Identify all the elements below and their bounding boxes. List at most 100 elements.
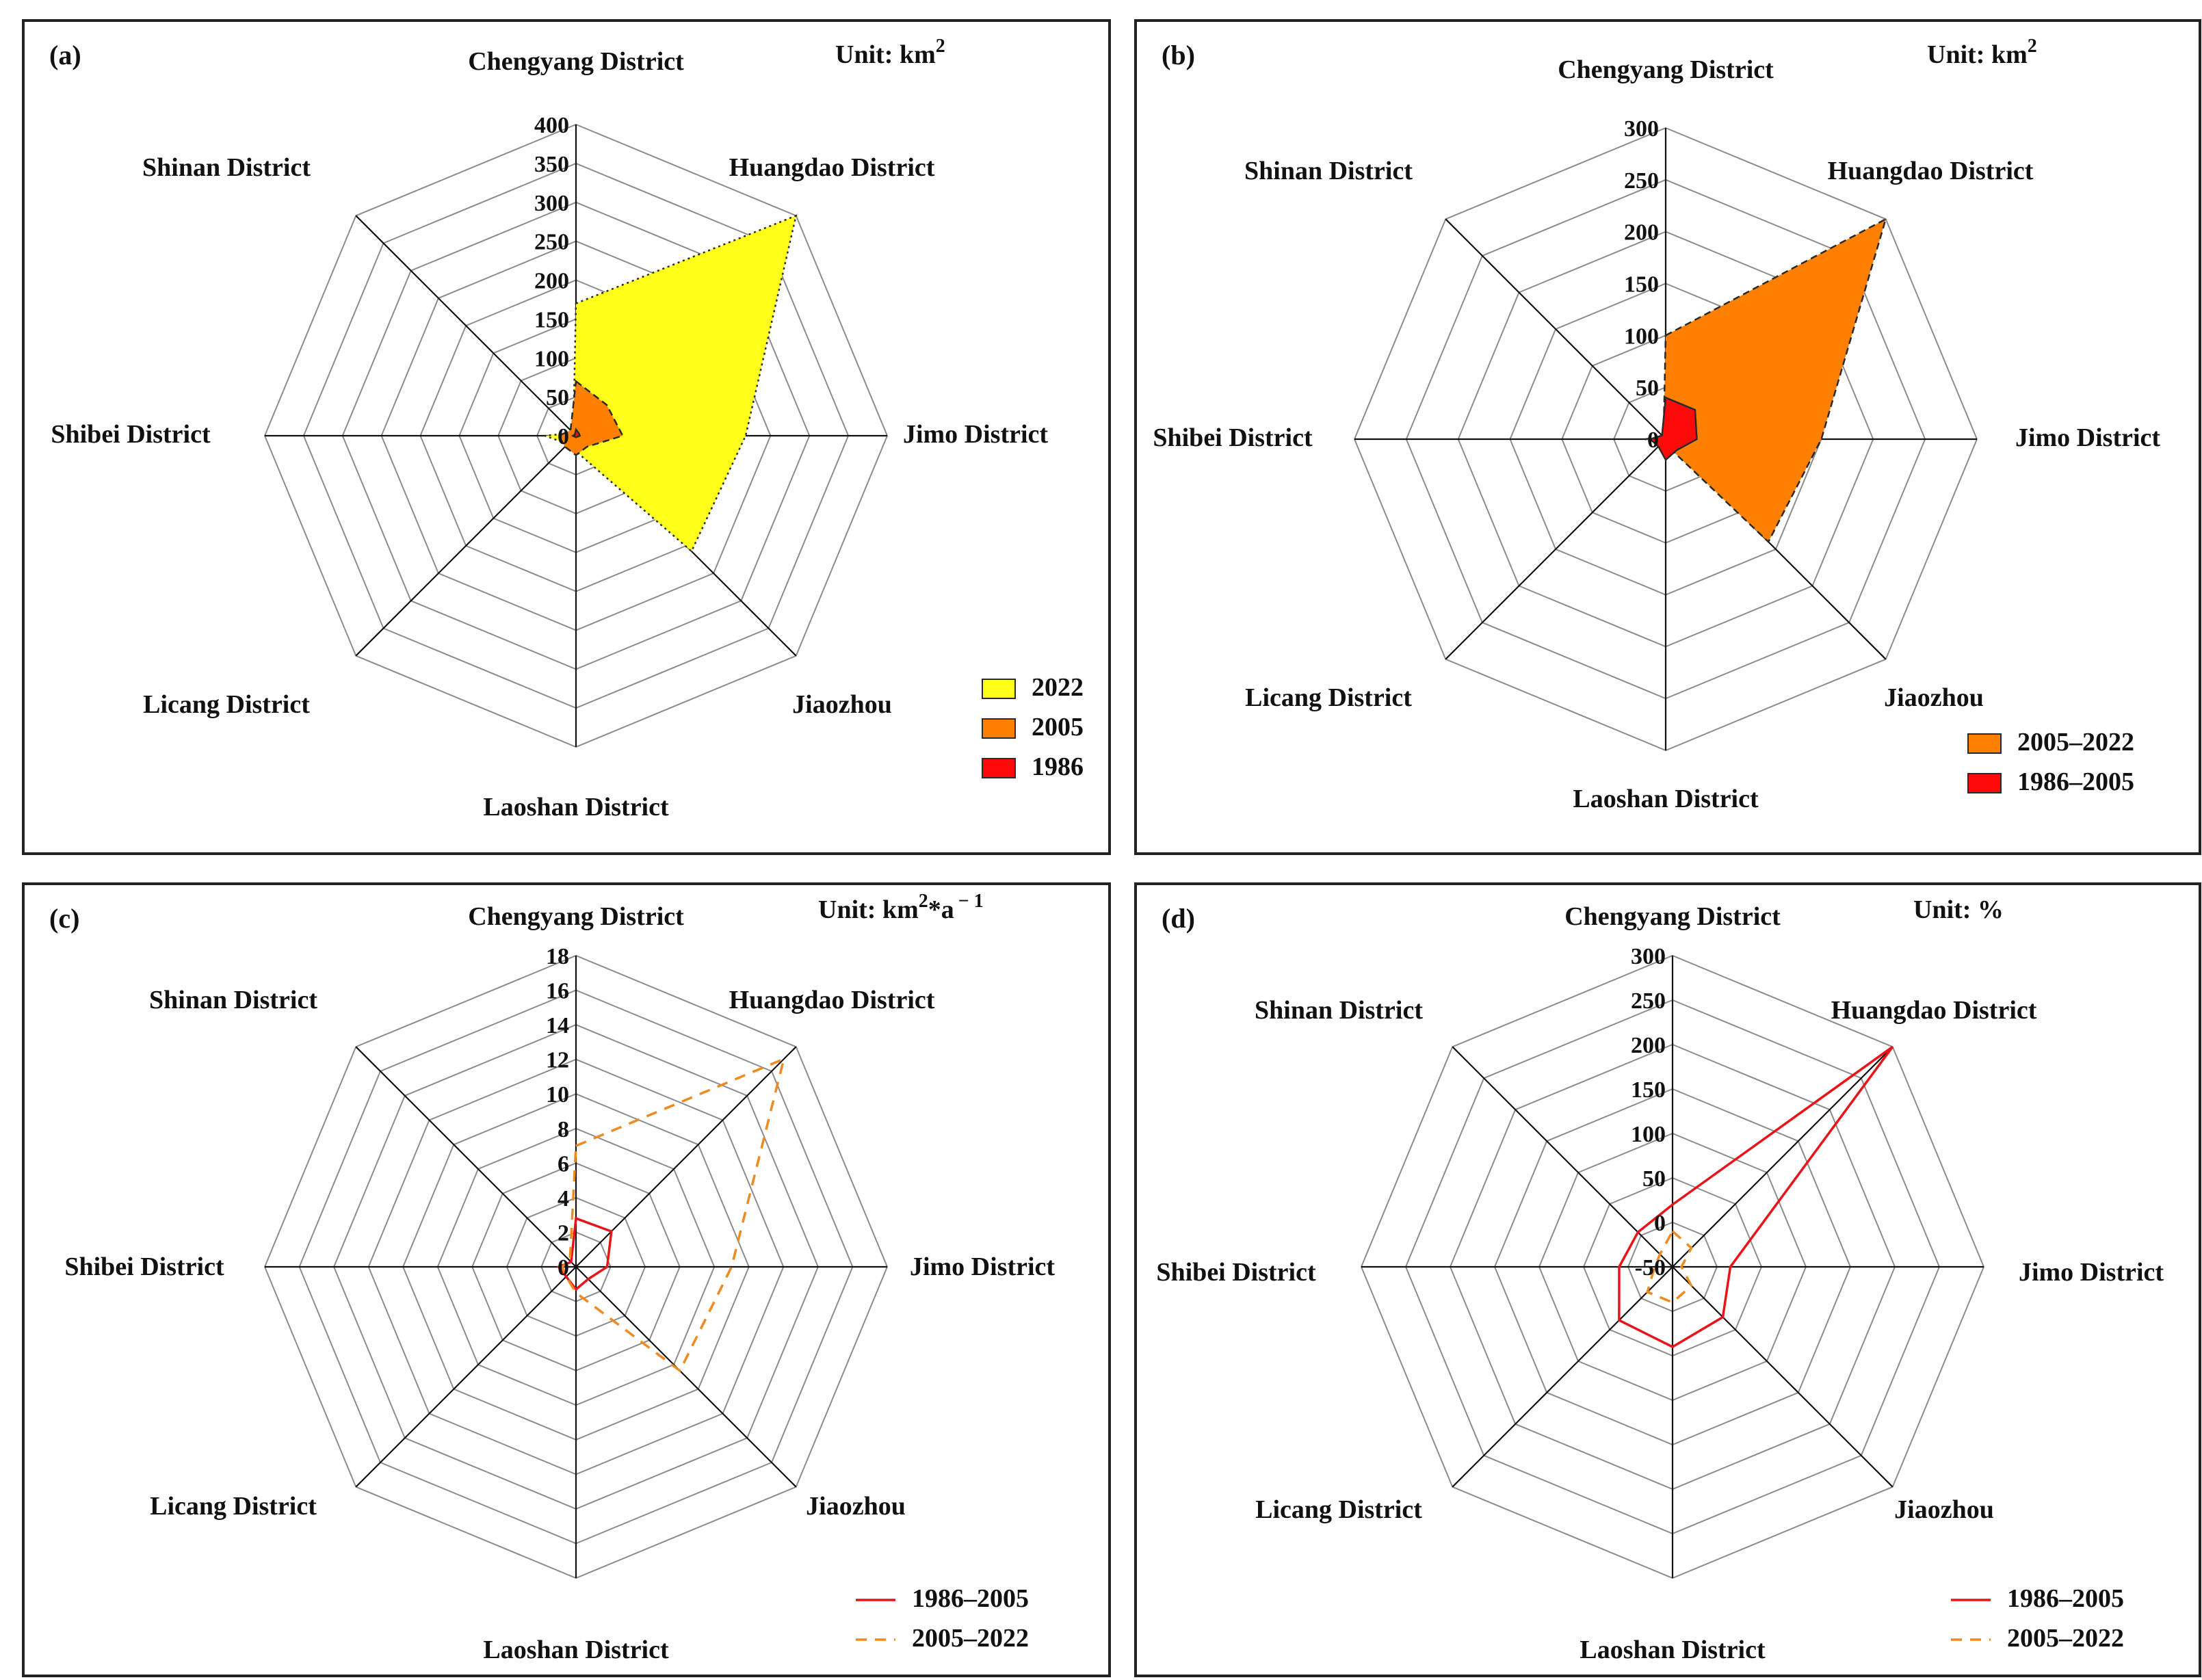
tick-label: 200 (1624, 220, 1659, 246)
tick-label: 50 (1636, 376, 1659, 401)
axis-label-chengyang-district: Chengyang District (468, 47, 684, 76)
radar-chart-c: (c) 0 2 4 6 8 10 12 14 16 18 Chengyang District Huan… (49, 891, 1055, 1664)
tick-label: 10 (546, 1082, 569, 1107)
axis-label-jiaozhou: Jiaozhou (806, 1492, 906, 1521)
tick-label: 250 (1631, 988, 1666, 1014)
axis-label-jimo-district: Jimo District (2019, 1258, 2164, 1287)
axis-label-licang-district: Licang District (1245, 683, 1412, 712)
axis-spoke (355, 1266, 577, 1488)
axis-label-huangdao-district: Huangdao District (729, 986, 935, 1014)
tick-label: 50 (1642, 1166, 1666, 1192)
radar-panel-a: (a) 0 50 100 150 200 250 300 350 400 Chengyang Dis… (22, 19, 1111, 855)
tick-label: 2 (558, 1220, 569, 1246)
axis-label-jimo-district: Jimo District (903, 420, 1048, 449)
axis-label-shibei-district: Shibei District (51, 420, 211, 449)
legend-label: 1986–2005 (2017, 767, 2134, 796)
legend-swatch (1967, 733, 2002, 754)
axis-label-laoshan-district: Laoshan District (483, 1636, 669, 1664)
tick-label: 18 (546, 944, 569, 969)
panel-label: (a) (49, 40, 81, 70)
axis-label-shinan-district: Shinan District (149, 986, 317, 1014)
axis-label-chengyang-district: Chengyang District (1564, 902, 1781, 931)
unit-label: Unit: km2*a − 1 (818, 891, 984, 924)
axis-label-jimo-district: Jimo District (910, 1252, 1055, 1281)
panel-label: (d) (1162, 903, 1195, 934)
tick-label: 0 (558, 1255, 569, 1281)
legend-swatch (982, 718, 1016, 739)
axis-label-shinan-district: Shinan District (1244, 157, 1413, 185)
tick-label: 4 (558, 1186, 569, 1211)
tick-label: 0 (1647, 428, 1659, 453)
tick-label: 200 (1631, 1033, 1666, 1058)
series-area-1986 (571, 428, 581, 438)
tick-label: 16 (546, 979, 569, 1004)
tick-label: 100 (1631, 1122, 1666, 1147)
axis-label-huangdao-district: Huangdao District (1828, 157, 2034, 185)
unit-label: Unit: km2 (1927, 36, 2037, 69)
tick-label: 6 (558, 1151, 569, 1177)
axis-label-jiaozhou: Jiaozhou (1894, 1495, 1994, 1524)
legend-label: 2005–2022 (2017, 728, 2134, 757)
legend-label: 1986 (1032, 752, 1084, 781)
tick-label: 0 (558, 424, 569, 449)
axis-label-chengyang-district: Chengyang District (468, 902, 684, 931)
tick-label: 0 (1654, 1211, 1666, 1236)
axis-spoke (1672, 1046, 1893, 1268)
series-area-1986-2005 (1648, 396, 1698, 462)
axis-label-shinan-district: Shinan District (142, 153, 311, 182)
axis-label-licang-district: Licang District (143, 690, 310, 719)
legend-label: 1986–2005 (2007, 1584, 2124, 1613)
radar-panel-c: (c) 0 2 4 6 8 10 12 14 16 18 Chengyang District Huan… (22, 882, 1111, 1677)
axis-label-shibei-district: Shibei District (1156, 1258, 1316, 1287)
unit-label: Unit: km2 (835, 36, 945, 69)
tick-label: 8 (558, 1117, 569, 1142)
tick-label: 150 (534, 307, 569, 332)
axis-label-shibei-district: Shibei District (64, 1252, 224, 1281)
tick-label: 50 (546, 385, 569, 410)
axis-label-huangdao-district: Huangdao District (1831, 996, 2037, 1025)
axis-spoke (575, 1046, 797, 1268)
axis-label-laoshan-district: Laoshan District (1580, 1636, 1766, 1664)
axis-label-jiaozhou: Jiaozhou (792, 690, 892, 719)
tick-label: 250 (1624, 168, 1659, 194)
tick-label: 350 (534, 152, 569, 177)
tick-label: 300 (534, 191, 569, 216)
legend-label: 1986–2005 (912, 1584, 1029, 1613)
legend: 1986–2005 2005–2022 (856, 1584, 1029, 1653)
axis-label-shibei-district: Shibei District (1153, 423, 1313, 452)
tick-label: 100 (1624, 324, 1659, 349)
axis-spoke (1445, 438, 1666, 660)
tick-label: 14 (546, 1013, 569, 1038)
tick-label: 100 (534, 346, 569, 371)
tick-label: 150 (1631, 1077, 1666, 1103)
unit-label: Unit: % (1913, 895, 2004, 924)
radar-panel-d: (d) -50 0 50 100 150 200 250 300 Chengyang Distri… (1134, 882, 2201, 1677)
series-area-2022 (545, 214, 798, 553)
tick-label: 400 (534, 113, 569, 138)
panel-label: (c) (49, 903, 79, 934)
axis-label-shinan-district: Shinan District (1255, 996, 1423, 1025)
axis-label-licang-district: Licang District (150, 1492, 317, 1521)
axis-spoke (1452, 1266, 1673, 1488)
tick-label: 150 (1624, 272, 1659, 298)
tick-label: -50 (1635, 1255, 1666, 1281)
tick-label: 300 (1631, 944, 1666, 969)
legend-label: 2005 (1032, 713, 1084, 741)
series-line-2005-2022 (1646, 1229, 1693, 1304)
series-line-1986-2005 (1618, 1045, 1894, 1348)
axis-label-chengyang-district: Chengyang District (1558, 55, 1774, 84)
axis-label-jiaozhou: Jiaozhou (1884, 683, 1984, 712)
axis-spoke (575, 1266, 797, 1488)
axis-label-licang-district: Licang District (1255, 1495, 1422, 1524)
tick-label: 200 (534, 269, 569, 294)
radar-chart-a: (a) 0 50 100 150 200 250 300 350 400 Chengyang Dis… (49, 36, 1084, 822)
legend: 2005–2022 1986–2005 (1967, 728, 2134, 796)
legend: 2022 2005 1986 (982, 673, 1084, 781)
radar-panel-b: (b) 0 50 100 150 200 250 300 Chengyang District H… (1134, 19, 2201, 855)
series-line-2005-2022 (560, 1057, 786, 1373)
radar-chart-b: (b) 0 50 100 150 200 250 300 Chengyang District H… (1153, 36, 2160, 813)
axis-label-huangdao-district: Huangdao District (729, 153, 935, 182)
axis-spoke (1452, 1046, 1673, 1268)
axis-spoke (355, 435, 577, 657)
legend-label: 2022 (1032, 673, 1084, 702)
